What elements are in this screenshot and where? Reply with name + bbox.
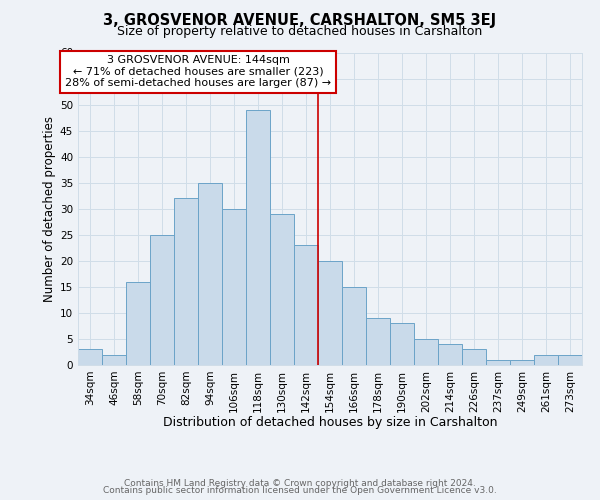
X-axis label: Distribution of detached houses by size in Carshalton: Distribution of detached houses by size …: [163, 416, 497, 429]
Text: 3, GROSVENOR AVENUE, CARSHALTON, SM5 3EJ: 3, GROSVENOR AVENUE, CARSHALTON, SM5 3EJ: [103, 12, 497, 28]
Bar: [294, 245, 318, 365]
Bar: [318, 261, 342, 365]
Bar: [366, 318, 390, 365]
Bar: [558, 354, 582, 365]
Bar: [462, 350, 486, 365]
Bar: [102, 354, 126, 365]
Bar: [174, 198, 198, 365]
Bar: [78, 350, 102, 365]
Bar: [270, 214, 294, 365]
Bar: [534, 354, 558, 365]
Text: Contains HM Land Registry data © Crown copyright and database right 2024.: Contains HM Land Registry data © Crown c…: [124, 478, 476, 488]
Text: Contains public sector information licensed under the Open Government Licence v3: Contains public sector information licen…: [103, 486, 497, 495]
Bar: [390, 324, 414, 365]
Bar: [438, 344, 462, 365]
Bar: [198, 182, 222, 365]
Bar: [486, 360, 510, 365]
Text: Size of property relative to detached houses in Carshalton: Size of property relative to detached ho…: [118, 25, 482, 38]
Text: 3 GROSVENOR AVENUE: 144sqm
← 71% of detached houses are smaller (223)
28% of sem: 3 GROSVENOR AVENUE: 144sqm ← 71% of deta…: [65, 55, 331, 88]
Bar: [510, 360, 534, 365]
Bar: [342, 287, 366, 365]
Y-axis label: Number of detached properties: Number of detached properties: [43, 116, 56, 302]
Bar: [150, 235, 174, 365]
Bar: [126, 282, 150, 365]
Bar: [414, 339, 438, 365]
Bar: [222, 209, 246, 365]
Bar: [246, 110, 270, 365]
